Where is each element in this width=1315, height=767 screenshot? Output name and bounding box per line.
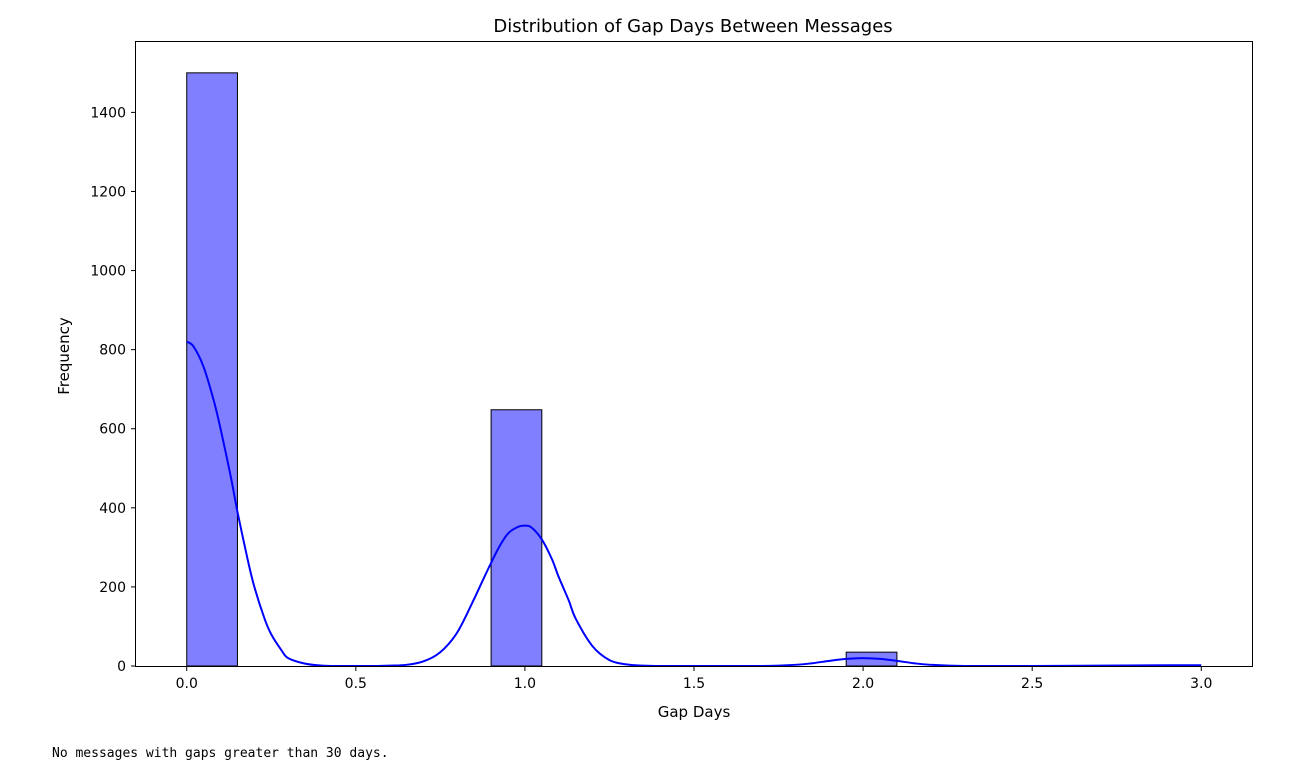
bars-layer	[186, 72, 898, 667]
x-tick-label: 0.0	[176, 676, 198, 692]
x-tick-label: 2.5	[1021, 676, 1043, 692]
x-tick-label: 2.0	[852, 676, 874, 692]
histogram-bar	[186, 72, 238, 667]
histogram-bar	[490, 409, 543, 667]
y-tick-label: 800	[99, 343, 126, 359]
kde-line	[186, 340, 1202, 668]
y-tick-label: 0	[117, 659, 126, 675]
y-tick-label: 1200	[90, 184, 126, 200]
y-axis-label: Frequency	[55, 317, 73, 395]
y-tick-label: 200	[99, 580, 126, 596]
y-tick-label: 1400	[90, 105, 126, 121]
chart-title: Distribution of Gap Days Between Message…	[493, 16, 892, 37]
x-tick-label: 1.0	[514, 676, 536, 692]
x-tick-label: 3.0	[1190, 676, 1212, 692]
x-tick-label: 0.5	[345, 676, 367, 692]
x-axis: 0.0 0.5 1.0 1.5 2.0 2.5 3.0	[176, 666, 1212, 692]
plot-frame	[135, 41, 1253, 667]
kde-layer	[186, 340, 1202, 668]
y-tick-label: 400	[99, 501, 126, 517]
x-tick-label: 1.5	[683, 676, 705, 692]
output-message: No messages with gaps greater than 30 da…	[52, 746, 389, 761]
y-tick-label: 1000	[90, 264, 126, 280]
x-axis-label: Gap Days	[658, 703, 731, 721]
y-tick-label: 600	[99, 422, 126, 438]
y-axis: 0 200 400 600 800 1000 1200 1400	[90, 105, 136, 675]
